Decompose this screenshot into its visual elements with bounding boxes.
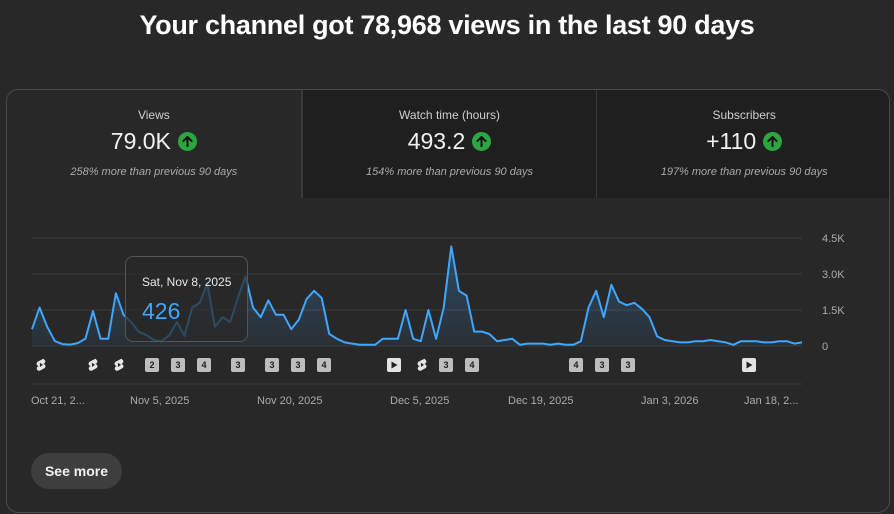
- video-count-marker[interactable]: 3: [171, 358, 185, 372]
- arrow-up-glyph: [182, 136, 193, 147]
- shorts-icon[interactable]: [85, 357, 101, 373]
- video-count-marker[interactable]: 3: [291, 358, 305, 372]
- video-count-marker[interactable]: 4: [569, 358, 583, 372]
- tab-views[interactable]: Views 79.0K 258% more than previous 90 d…: [7, 90, 302, 198]
- page-headline: Your channel got 78,968 views in the las…: [139, 10, 755, 40]
- shorts-icon[interactable]: [414, 357, 430, 373]
- shorts-glyph: [114, 358, 124, 371]
- video-count-marker[interactable]: 3: [439, 358, 453, 372]
- metric-comparison: 197% more than previous 90 days: [660, 166, 828, 178]
- video-play-icon[interactable]: [387, 358, 401, 372]
- metric-value-row: 493.2: [303, 128, 597, 155]
- see-more-button[interactable]: See more: [31, 453, 122, 489]
- tooltip-value: 426: [142, 298, 181, 324]
- x-tick-label: Nov 5, 2025: [130, 395, 189, 407]
- tooltip-date: Sat, Nov 8, 2025: [142, 275, 232, 289]
- arrow-up-glyph: [767, 136, 778, 147]
- video-count-marker[interactable]: 3: [265, 358, 279, 372]
- x-tick-label: Jan 3, 2026: [641, 395, 699, 407]
- shorts-glyph: [88, 358, 98, 371]
- views-chart[interactable]: 4.5K 3.0K 1.5K 0 Oct 21, 2... Nov 5, 2025 Nov …: [7, 198, 889, 438]
- metric-value: 79.0K: [110, 128, 171, 154]
- analytics-card: Views 79.0K 258% more than previous 90 d…: [6, 89, 890, 513]
- y-tick-label: 1.5K: [822, 305, 845, 317]
- arrow-up-glyph: [476, 136, 487, 147]
- metric-comparison: 258% more than previous 90 days: [70, 166, 238, 178]
- x-tick-label: Dec 19, 2025: [508, 395, 573, 407]
- play-glyph: [391, 361, 398, 369]
- video-play-icon[interactable]: [742, 358, 756, 372]
- arrow-up-icon: [763, 132, 783, 151]
- shorts-glyph: [417, 358, 427, 371]
- video-count-marker[interactable]: 4: [197, 358, 211, 372]
- shorts-icon[interactable]: [33, 357, 49, 373]
- arrow-up-icon: [177, 132, 197, 151]
- chart-tooltip: Sat, Nov 8, 2025 426: [125, 256, 248, 342]
- metric-title: Subscribers: [712, 108, 776, 122]
- x-tick-label: Oct 21, 2...: [31, 395, 85, 407]
- metric-title: Views: [137, 108, 170, 122]
- x-tick-label: Jan 18, 2...: [744, 395, 798, 407]
- metric-value-row: +110: [597, 128, 889, 155]
- video-count-marker[interactable]: 3: [231, 358, 245, 372]
- shorts-icon[interactable]: [111, 357, 127, 373]
- metric-title: Watch time (hours): [399, 108, 500, 122]
- metric-value: +110: [706, 128, 757, 154]
- metric-tabs: Views 79.0K 258% more than previous 90 d…: [7, 90, 889, 198]
- video-count-marker[interactable]: 4: [317, 358, 331, 372]
- video-count-marker[interactable]: 2: [145, 358, 159, 372]
- tab-watch-time[interactable]: Watch time (hours) 493.2 154% more than …: [301, 90, 597, 198]
- arrow-up-icon: [472, 132, 492, 151]
- y-tick-label: 3.0K: [822, 269, 845, 281]
- metric-value-row: 79.0K: [7, 128, 301, 155]
- play-glyph: [746, 361, 753, 369]
- y-tick-label: 4.5K: [822, 233, 845, 245]
- video-count-marker[interactable]: 3: [595, 358, 609, 372]
- tab-subscribers[interactable]: Subscribers +110 197% more than previous…: [596, 90, 889, 198]
- x-tick-label: Dec 5, 2025: [390, 395, 449, 407]
- metric-comparison: 154% more than previous 90 days: [366, 166, 533, 178]
- shorts-glyph: [36, 358, 46, 371]
- metric-value: 493.2: [407, 128, 466, 154]
- x-tick-label: Nov 20, 2025: [257, 395, 322, 407]
- y-tick-label: 0: [822, 341, 828, 353]
- video-count-marker[interactable]: 4: [465, 358, 479, 372]
- video-count-marker[interactable]: 3: [621, 358, 635, 372]
